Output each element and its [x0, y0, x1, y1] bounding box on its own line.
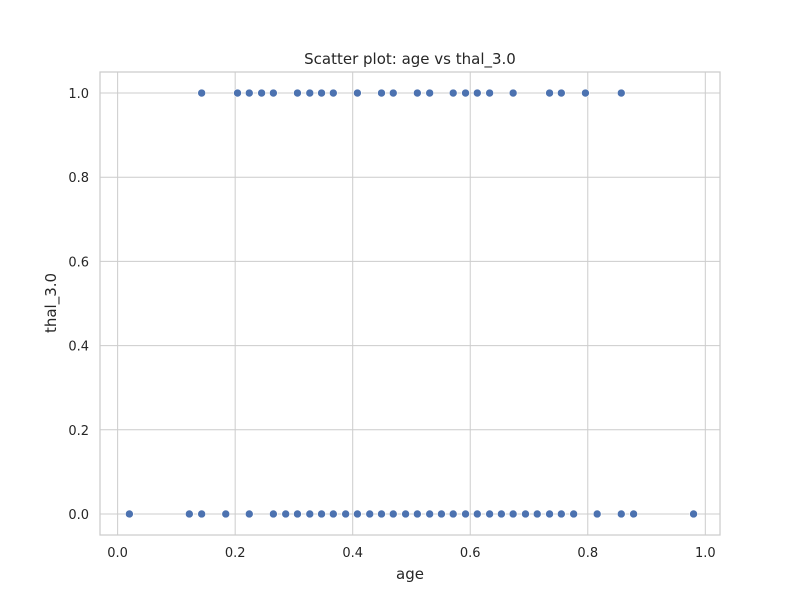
scatter-point [689, 509, 698, 519]
scatter-point [425, 509, 434, 519]
scatter-point [437, 509, 446, 519]
scatter-point [472, 88, 482, 98]
scatter-point [532, 509, 542, 519]
y-tick-label: 0.8 [68, 171, 89, 186]
scatter-point [521, 509, 530, 519]
x-tick-label: 0.0 [107, 546, 128, 561]
scatter-point [545, 509, 554, 519]
scatter-point [269, 509, 278, 519]
scatter-point [293, 509, 302, 519]
scatter-point [448, 509, 458, 519]
scatter-point [569, 509, 578, 519]
scatter-point [329, 88, 338, 98]
scatter-point [497, 509, 506, 519]
scatter-point [616, 88, 626, 98]
scatter-point [388, 88, 398, 98]
scatter-point [197, 88, 206, 98]
scatter-point [233, 88, 242, 98]
scatter-point [388, 509, 398, 519]
y-tick-label: 0.4 [68, 340, 89, 355]
x-tick-label: 1.0 [695, 546, 716, 561]
scatter-point [592, 509, 602, 519]
scatter-point [557, 88, 566, 98]
scatter-point [185, 509, 194, 519]
scatter-point [281, 509, 291, 519]
scatter-point [197, 509, 206, 519]
x-axis-label: age [396, 565, 424, 583]
scatter-point [317, 88, 326, 98]
scatter-point [485, 509, 494, 519]
y-tick-label: 0.2 [68, 424, 89, 439]
scatter-point [413, 88, 422, 98]
scatter-point [341, 509, 350, 519]
scatter-point [545, 88, 554, 98]
scatter-point [244, 88, 254, 98]
scatter-point [629, 509, 638, 519]
plot-area [99, 71, 721, 536]
scatter-point [581, 88, 590, 98]
y-tick-label: 1.0 [68, 87, 89, 102]
scatter-point [425, 88, 434, 98]
scatter-point [472, 509, 482, 519]
x-tick-label: 0.8 [577, 546, 598, 561]
scatter-point [305, 509, 315, 519]
scatter-point [269, 88, 278, 98]
scatter-point [244, 509, 254, 519]
x-tick-labels: 0.0 0.2 0.4 0.6 0.8 1.0 [107, 546, 715, 561]
y-tick-label: 0.0 [68, 508, 89, 523]
y-tick-label: 0.6 [68, 255, 89, 270]
scatter-point [616, 509, 626, 519]
scatter-point [305, 88, 315, 98]
scatter-point [508, 88, 518, 98]
scatter-point [365, 509, 375, 519]
x-tick-label: 0.4 [342, 546, 363, 561]
grid-lines [100, 72, 720, 535]
scatter-point [461, 509, 470, 519]
y-axis-label: thal_3.0 [42, 273, 61, 333]
scatter-point [293, 88, 302, 98]
scatter-point [353, 88, 362, 98]
y-tick-labels: 0.0 0.2 0.4 0.6 0.8 1.0 [68, 87, 89, 523]
x-tick-label: 0.6 [460, 546, 481, 561]
scatter-point [377, 509, 386, 519]
scatter-point [125, 509, 134, 519]
scatter-point [329, 509, 338, 519]
scatter-point [461, 88, 470, 98]
scatter-point [448, 88, 458, 98]
scatter-point [377, 88, 386, 98]
scatter-point [317, 509, 326, 519]
chart-title: Scatter plot: age vs thal_3.0 [304, 50, 516, 69]
scatter-point [413, 509, 422, 519]
data-points [125, 88, 698, 519]
scatter-point [353, 509, 362, 519]
scatter-point [257, 88, 266, 98]
scatter-point [557, 509, 566, 519]
scatter-point [508, 509, 518, 519]
scatter-point [401, 509, 410, 519]
x-tick-label: 0.2 [225, 546, 246, 561]
scatter-point [485, 88, 494, 98]
scatter-point [221, 509, 231, 519]
